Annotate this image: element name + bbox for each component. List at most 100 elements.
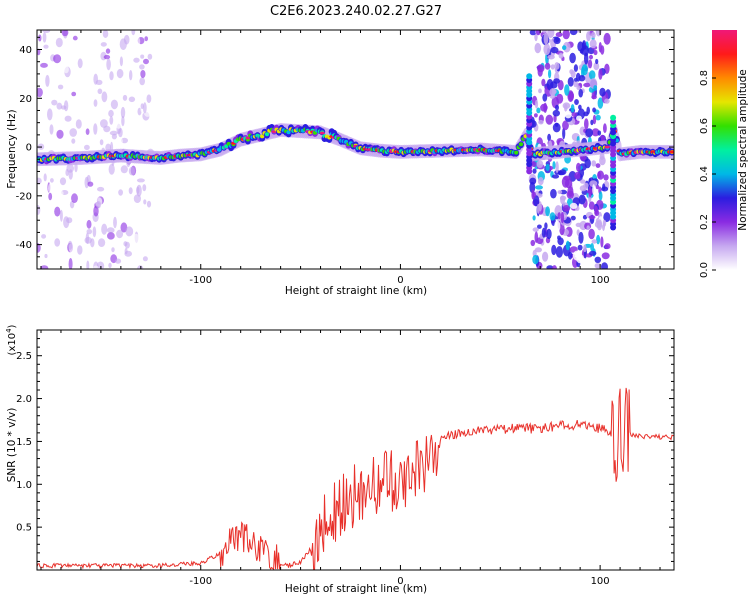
spectrogram-cell — [113, 216, 117, 229]
spectrogram-cell — [136, 184, 142, 197]
spectrogram-cell — [37, 48, 41, 56]
spectrogram-cell — [574, 171, 581, 180]
spectrogram-cell — [64, 115, 72, 122]
spectrogram-cell — [105, 48, 111, 54]
spectrogram-cell — [555, 246, 564, 258]
spectrogram-cell — [38, 34, 42, 42]
spectrogram-cell — [106, 227, 115, 234]
spectrogram-cell — [264, 132, 270, 137]
spectrogram-cell — [131, 30, 136, 36]
spectrogram-cell — [526, 73, 533, 80]
y-tick-label: -40 — [16, 240, 32, 251]
spectrogram-cell — [562, 120, 569, 131]
spectrogram-cell — [534, 247, 543, 253]
colorbar: 0.0 0.2 0.4 0.6 0.8 Normalized spectral ampl… — [699, 30, 749, 278]
spectrogram-cell — [128, 166, 135, 176]
spectrogram-cell — [532, 215, 536, 221]
spectrogram-cell — [595, 114, 601, 121]
spectrogram-cell — [48, 169, 53, 179]
y-tick-label: 2.0 — [16, 394, 32, 405]
spectrogram-cell — [37, 177, 42, 185]
spectrogram-cell — [101, 223, 108, 235]
spectrogram-cell — [144, 36, 148, 42]
spectrogram-cell — [50, 178, 54, 183]
spectrogram-cell — [114, 139, 121, 149]
spectrogram-cell — [130, 178, 138, 189]
spectrogram-cell — [86, 219, 92, 229]
spectrogram-ticks: -100 0 100 -40 -20 0 20 40 — [16, 30, 674, 286]
spectrogram-cell — [71, 193, 78, 204]
spectrogram-cell — [77, 58, 83, 69]
spectrogram-cell — [591, 95, 597, 100]
colorbar-ticks: 0.0 0.2 0.4 0.6 0.8 — [699, 70, 716, 278]
spectrogram-cell — [74, 50, 82, 58]
spectrogram-cell — [92, 226, 97, 238]
spectrogram-cell — [567, 77, 574, 87]
spectrogram-cell — [592, 107, 596, 113]
spectrogram-cell — [591, 32, 596, 39]
spectrogram-cell — [594, 263, 601, 269]
spectrogram-cell — [44, 253, 48, 259]
snr-data — [37, 387, 674, 570]
spectrogram-cell — [55, 37, 63, 48]
spectrogram-cell — [592, 114, 597, 125]
spectrogram-cell — [123, 34, 130, 45]
spectrogram-cell — [595, 58, 599, 65]
spectrogram-cell — [97, 186, 105, 192]
spectrogram-cell — [569, 30, 578, 36]
spectrogram-cell — [592, 184, 596, 196]
spectrogram-cell — [124, 247, 128, 255]
spectrogram-cell — [552, 161, 556, 170]
spectrogram-cell — [47, 139, 54, 151]
spectrogram-cell — [531, 189, 535, 200]
spectrogram-cell — [100, 119, 108, 128]
spectrogram-cell — [535, 185, 543, 190]
spectrogram-cell — [552, 109, 560, 117]
spectrogram-cell — [56, 129, 64, 139]
spectrogram-cell — [103, 54, 111, 60]
spectrogram-cell — [140, 70, 146, 78]
spectrogram-cell — [575, 222, 582, 228]
spectrogram-cell — [561, 176, 570, 188]
spectrogram-cell — [95, 201, 102, 209]
spectrogram-cell — [536, 203, 540, 214]
spectrogram-cell — [43, 206, 48, 218]
spectrogram-cell — [579, 49, 584, 54]
spectrogram-cell — [538, 119, 544, 125]
spectrogram-cell — [143, 199, 147, 205]
spectrogram-cell — [534, 42, 542, 54]
spectrogram-cell — [568, 171, 577, 182]
spectrogram-cell — [535, 30, 541, 36]
spectrogram-cell — [534, 99, 539, 109]
spectrogram-cell — [555, 104, 559, 111]
spectrogram-cell — [75, 119, 82, 129]
spectrogram-cell — [137, 265, 144, 269]
spectrogram-cell — [597, 170, 604, 180]
spectrogram-cell — [602, 219, 607, 227]
snr-line — [37, 387, 674, 570]
spectrogram-cell — [598, 68, 603, 80]
y-tick-label: 1.5 — [16, 437, 32, 448]
spectrogram-cell — [146, 94, 152, 103]
spectrogram-cell — [127, 201, 133, 208]
spectrogram-cell — [84, 73, 91, 84]
spectrogram-cell — [101, 91, 108, 103]
spectrogram-cell — [552, 122, 561, 133]
spectrogram-cell — [583, 82, 591, 88]
spectrogram-cell — [94, 30, 101, 35]
spectrogram-cell — [595, 30, 602, 37]
spectrogram-cell — [118, 189, 123, 196]
spectrogram-cell — [550, 188, 557, 199]
spectrogram-cell — [43, 44, 49, 49]
spectrogram-cell — [88, 47, 95, 56]
spectrogram-cell — [604, 243, 611, 250]
spectrogram-ylabel: Frequency (Hz) — [6, 109, 18, 188]
spectrogram-cell — [576, 115, 582, 121]
spectrogram-cell — [84, 144, 90, 151]
spectrogram-cell — [85, 128, 90, 135]
spectrogram-cell — [120, 165, 128, 174]
spectrogram-cell — [557, 212, 561, 220]
spectrogram-cell — [578, 231, 584, 244]
spectrogram-cell — [143, 58, 149, 65]
